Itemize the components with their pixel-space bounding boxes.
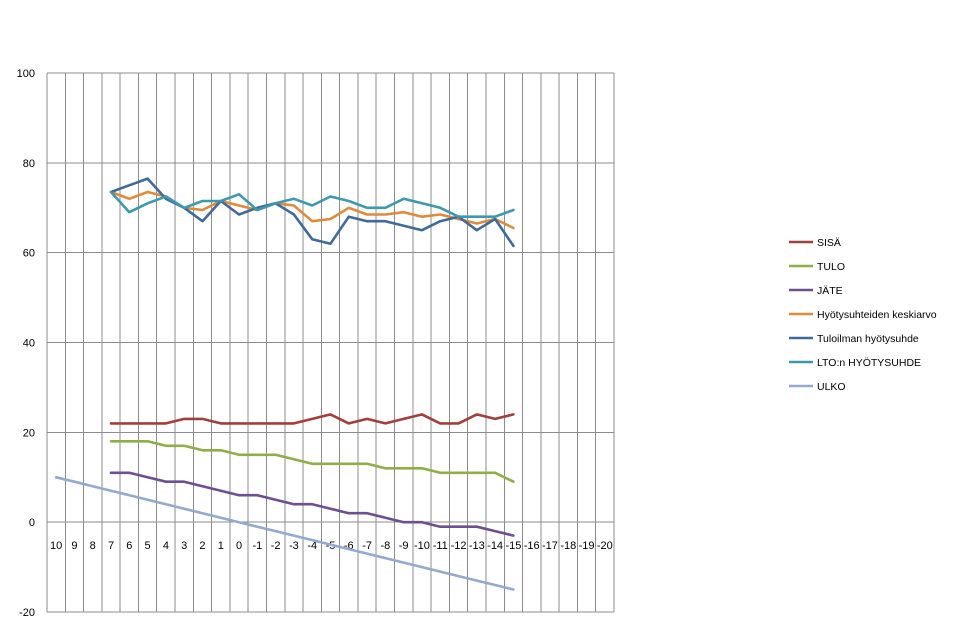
x-tick-label: 7 (108, 540, 114, 552)
y-tick-label: 80 (23, 158, 35, 170)
x-tick-label: 8 (90, 540, 96, 552)
x-tick-label: 3 (181, 540, 187, 552)
legend-label-1: TULO (817, 261, 845, 273)
x-tick-label: -9 (399, 540, 409, 552)
y-tick-label: 40 (23, 338, 35, 350)
legend-label-3: Hyötysuhteiden keskiarvo (817, 309, 937, 321)
series-line-4 (109, 177, 515, 248)
series-line-1 (109, 440, 515, 483)
chart-legend: SISÄ TULO JÄTE Hyötysuhteiden keskiarvo Tulo… (789, 237, 937, 393)
x-tick-label: -6 (344, 540, 354, 552)
x-axis-ticks: 10 9 8 7 6 5 4 3 2 1 0 -1 -2 -3 -4 -5 -6 -7 -8 -9 -10 -11 -12-… (50, 540, 613, 552)
y-tick-label: 20 (23, 427, 35, 439)
x-tick-label: -19 (579, 540, 595, 552)
legend-label-2: JÄTE (817, 285, 843, 297)
y-axis-ticks: -20 0 20 40 60 80 100 (17, 68, 35, 619)
x-tick-label: -2 (271, 540, 281, 552)
legend-label-0: SISÄ (817, 237, 841, 249)
x-tick-label: -4 (307, 540, 317, 552)
x-tick-label: -3 (289, 540, 299, 552)
y-tick-label: -20 (19, 607, 35, 619)
x-tick-label: 10 (50, 540, 62, 552)
x-tick-label: -17 (542, 540, 558, 552)
x-tick-label: -5 (326, 540, 336, 552)
y-tick-label: 0 (29, 517, 35, 529)
legend-label-4: Tuloilman hyötysuhde (817, 333, 919, 345)
y-tick-label: 100 (17, 68, 35, 80)
chart-series (54, 177, 515, 591)
series-line-5 (109, 190, 515, 218)
x-tick-label: -15 (505, 540, 521, 552)
x-tick-label: -8 (380, 540, 390, 552)
series-line-6 (54, 476, 515, 591)
x-tick-label: 2 (199, 540, 205, 552)
x-tick-label: -12 (451, 540, 467, 552)
legend-label-6: ULKO (817, 381, 846, 393)
x-tick-label: 1 (218, 540, 224, 552)
x-tick-label: 5 (145, 540, 151, 552)
x-tick-label: -14 (487, 540, 503, 552)
x-tick-label: 9 (71, 540, 77, 552)
x-tick-label: 4 (163, 540, 169, 552)
x-tick-label: -20 (597, 540, 613, 552)
y-tick-label: 60 (23, 248, 35, 260)
x-tick-label: -18 (560, 540, 576, 552)
x-tick-label: -11 (433, 540, 448, 552)
chart-grid (46, 72, 615, 613)
x-tick-label: -16 (524, 540, 540, 552)
x-tick-label: -13 (469, 540, 485, 552)
x-tick-label: 6 (126, 540, 132, 552)
legend-label-5: LTO:n HYÖTYSUHDE (817, 357, 921, 369)
x-tick-label: -10 (414, 540, 430, 552)
series-line-3 (109, 190, 515, 230)
series-line-0 (109, 413, 515, 425)
series-line-2 (109, 471, 515, 537)
x-tick-label: 0 (236, 540, 242, 552)
x-tick-label: -1 (252, 540, 262, 552)
x-tick-label: -7 (362, 540, 372, 552)
